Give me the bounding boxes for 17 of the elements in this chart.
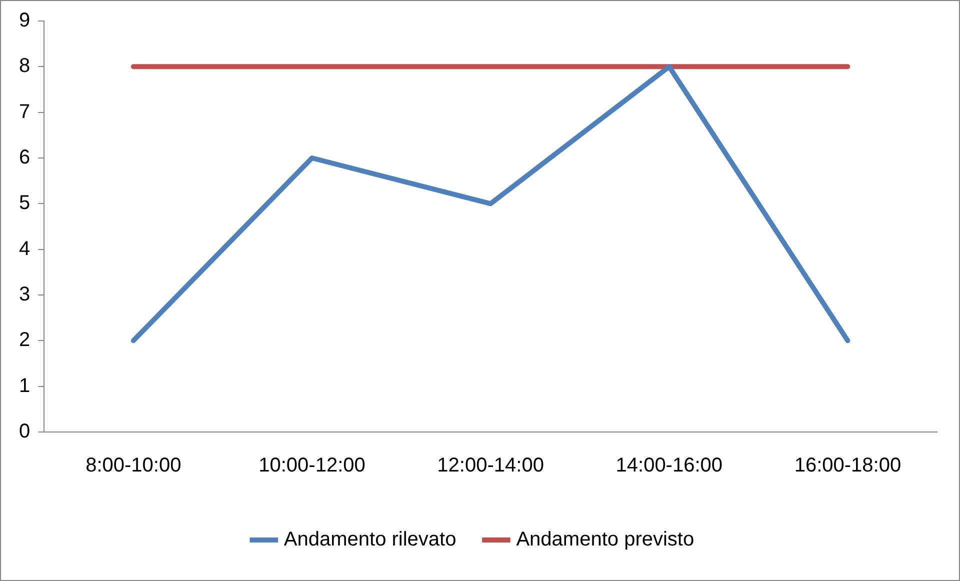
x-tick-label: 14:00-16:00	[616, 454, 723, 477]
y-tick-label: 2	[19, 329, 30, 352]
y-tick-label: 4	[19, 238, 30, 260]
x-tick-label: 16:00-18:00	[794, 454, 902, 477]
y-tick-label: 7	[19, 100, 30, 123]
y-tick-label: 0	[19, 420, 30, 443]
x-tick-label: 12:00-14:00	[437, 454, 544, 477]
y-tick-label: 1	[19, 374, 30, 397]
y-tick-label: 5	[19, 192, 30, 214]
y-tick-label: 6	[19, 146, 30, 169]
y-tick-label: 8	[19, 55, 30, 78]
legend-label: Andamento previsto	[516, 528, 694, 551]
y-tick-label: 9	[19, 10, 30, 32]
legend-label: Andamento rilevato	[284, 528, 456, 551]
x-tick-label: 10:00-12:00	[258, 454, 366, 477]
x-tick-label: 8:00-10:00	[86, 454, 182, 477]
y-tick-label: 3	[19, 284, 30, 306]
